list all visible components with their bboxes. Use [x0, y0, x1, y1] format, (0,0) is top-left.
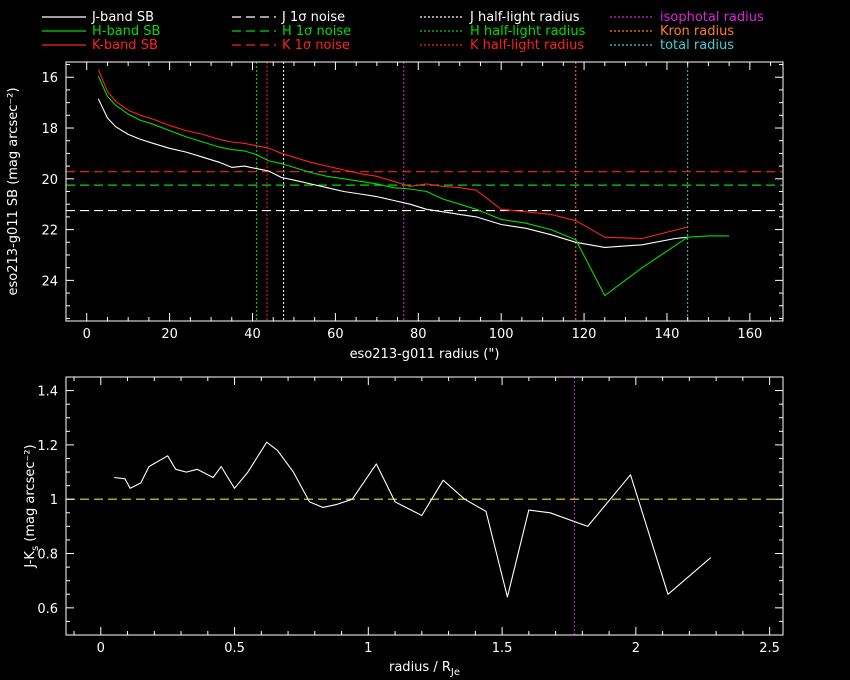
y-tick-label: 1.4 — [37, 385, 58, 400]
x-tick-label: 0.5 — [224, 641, 245, 656]
y-tick-label: 0.8 — [37, 548, 58, 563]
y-tick-label: 24 — [41, 274, 58, 289]
y-axis-label-subscript: s — [30, 546, 41, 551]
x-tick-label: 1 — [364, 641, 372, 656]
legend-label-k-1-noise: K 1σ noise — [282, 38, 350, 53]
x-axis-label: eso213-g011 radius (") — [350, 347, 500, 362]
color-profile-panel: 0 0.5 1 1.5 2 2.5 0.6 0.8 1 1.2 1.4 radius / RJe J-K… — [23, 376, 784, 678]
series-j-band-sb — [97, 98, 688, 248]
plot-area — [66, 377, 783, 635]
legend-label-h-half-light-radius: H half-light radius — [470, 24, 586, 39]
y-tick-label: 18 — [41, 122, 58, 137]
legend-label-kron-radius: Kron radius — [660, 24, 734, 39]
y-tick-label: 1 — [50, 493, 58, 508]
legend-label-isophotal-radius: isophotal radius — [660, 10, 764, 25]
x-tick-label: 80 — [410, 327, 427, 342]
x-tick-label: 60 — [327, 327, 344, 342]
legend-label-j-half-light-radius: J half-light radius — [469, 10, 580, 25]
series-h-band-sb — [97, 75, 730, 297]
x-tick-label: 100 — [489, 327, 514, 342]
x-tick-label: 160 — [737, 327, 762, 342]
y-tick-label: 0.6 — [37, 602, 58, 617]
x-tick-label: 0 — [83, 327, 91, 342]
x-tick-label: 120 — [572, 327, 597, 342]
series-k-band-sb — [97, 69, 688, 240]
legend-label-j-1-noise: J 1σ noise — [281, 10, 345, 25]
x-axis-label: radius / RJe — [389, 660, 460, 678]
y-tick-label: 1.2 — [37, 439, 58, 454]
y-axis-label-main: J-K — [23, 551, 38, 569]
x-tick-label: 2 — [632, 641, 640, 656]
legend-label-k-half-light-radius: K half-light radius — [470, 38, 584, 53]
x-tick-label: 2.5 — [759, 641, 780, 656]
legend-label-j-band-sb: J-band SB — [91, 10, 154, 25]
legend-label-total-radius: total radius — [660, 38, 734, 53]
plot-area — [66, 62, 783, 321]
legend-label-h-1-noise: H 1σ noise — [282, 24, 351, 39]
legend-label-h-band-sb: H-band SB — [92, 24, 160, 39]
x-tick-label: 0 — [97, 641, 105, 656]
y-tick-label: 20 — [41, 173, 58, 188]
series-j-ks — [114, 441, 712, 598]
axes-frame — [65, 376, 784, 636]
y-axis-label: J-Ks (mag arcsec⁻²) — [23, 444, 41, 568]
x-axis-label-subscript: Je — [450, 667, 460, 678]
x-tick-label: 20 — [161, 327, 178, 342]
y-axis-label: eso213-g011 SB (mag arcsec⁻²) — [6, 87, 21, 295]
x-tick-label: 140 — [655, 327, 680, 342]
y-axis-label-unit: (mag arcsec⁻²) — [23, 444, 38, 545]
x-tick-label: 40 — [244, 327, 261, 342]
y-tick-label: 16 — [41, 71, 58, 86]
x-axis-label-main: radius / R — [389, 660, 451, 675]
legend-label-k-band-sb: K-band SB — [92, 38, 158, 53]
y-tick-label: 22 — [41, 224, 58, 239]
sb-profile-panel: 0 20 40 60 80 100 120 140 160 16 18 20 22 24 eso213-g0… — [6, 61, 784, 362]
x-tick-label: 1.5 — [492, 641, 513, 656]
